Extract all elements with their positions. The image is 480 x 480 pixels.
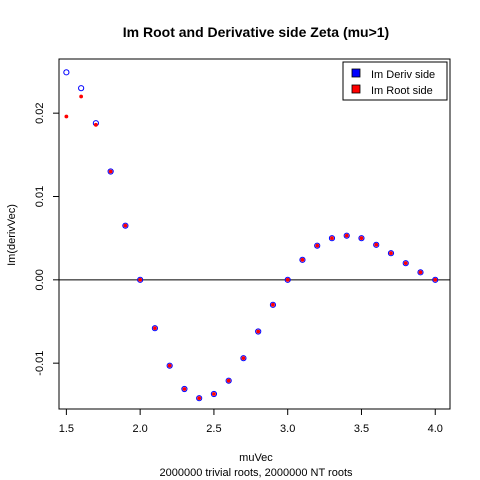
legend-box: [342, 61, 448, 101]
y-tick-label: -0.01: [34, 351, 46, 376]
root-side-point: [433, 277, 438, 282]
deriv-side-point: [122, 222, 129, 229]
root-side-point: [64, 114, 69, 119]
legend-label-deriv: Im Deriv side: [371, 69, 435, 81]
deriv-side-point: [63, 69, 70, 76]
deriv-side-point: [137, 276, 144, 283]
root-side-point: [285, 277, 290, 282]
deriv-side-point: [373, 241, 380, 248]
root-side-point: [167, 363, 172, 368]
deriv-side-point: [343, 232, 350, 239]
deriv-side-point: [181, 385, 188, 393]
root-side-point: [330, 236, 334, 241]
y-tick-label: 0.02: [34, 102, 46, 123]
legend-label-root: Im Root side: [371, 85, 433, 97]
deriv-side-point: [166, 362, 173, 369]
data-points: [63, 69, 439, 402]
x-axis: 1.5 2.0 2.5 3.0 3.5 4.0: [59, 408, 443, 435]
root-side-point: [182, 387, 187, 391]
deriv-side-point: [240, 355, 247, 362]
chart-title: Im Root and Derivative side Zeta (mu>1): [123, 24, 389, 40]
deriv-side-point: [314, 242, 321, 249]
deriv-side-point: [196, 395, 203, 402]
deriv-side-point: [432, 276, 439, 283]
root-side-point: [241, 356, 246, 361]
y-tick-label: 0.01: [34, 186, 46, 207]
x-tick-label: 2.0: [133, 423, 148, 435]
root-side-point: [374, 242, 379, 247]
root-side-point: [389, 251, 393, 256]
deriv-side-point: [78, 85, 85, 92]
deriv-side-point: [269, 301, 277, 308]
root-side-point: [359, 236, 364, 241]
root-side-point: [300, 257, 305, 262]
y-axis-label: Im(derivVec): [6, 204, 18, 266]
root-side-point: [138, 277, 143, 282]
root-side-point: [256, 329, 261, 334]
deriv-side-point: [328, 235, 336, 242]
x-tick-label: 4.0: [428, 423, 443, 435]
root-side-point: [79, 94, 84, 99]
legend-swatch-root: [351, 84, 361, 94]
root-side-point: [315, 243, 320, 248]
deriv-side-point: [225, 377, 232, 384]
x-axis-label: muVec: [239, 452, 273, 464]
deriv-side-point: [358, 235, 365, 242]
chart-subtitle: 2000000 trivial roots, 2000000 NT roots: [159, 467, 353, 479]
root-side-point: [344, 233, 349, 238]
deriv-side-point: [417, 269, 424, 276]
y-tick-label: 0.00: [34, 269, 46, 290]
legend-swatch-deriv: [351, 68, 361, 78]
root-side-point: [153, 326, 157, 331]
x-tick-label: 1.5: [59, 423, 74, 435]
root-side-point: [226, 378, 231, 383]
deriv-side-point: [210, 390, 218, 398]
deriv-side-point: [255, 328, 262, 335]
deriv-side-point: [299, 256, 306, 263]
root-side-point: [212, 392, 216, 396]
root-side-point: [108, 169, 113, 174]
y-axis: -0.01 0.00 0.01 0.02: [34, 102, 60, 376]
deriv-side-point: [151, 325, 159, 332]
root-side-point: [93, 122, 98, 127]
deriv-side-point: [402, 260, 409, 267]
x-tick-label: 3.0: [280, 423, 295, 435]
deriv-side-point: [107, 168, 114, 175]
root-side-point: [403, 261, 408, 266]
root-side-point: [123, 223, 128, 228]
deriv-side-point: [284, 276, 291, 283]
x-tick-label: 2.5: [206, 423, 221, 435]
root-side-point: [197, 396, 202, 401]
x-tick-label: 3.5: [354, 423, 369, 435]
legend: Im Deriv side Im Root side: [342, 61, 448, 101]
root-side-point: [271, 302, 275, 307]
plot-area: [58, 58, 451, 410]
deriv-side-point: [387, 250, 395, 257]
root-side-point: [418, 270, 423, 275]
